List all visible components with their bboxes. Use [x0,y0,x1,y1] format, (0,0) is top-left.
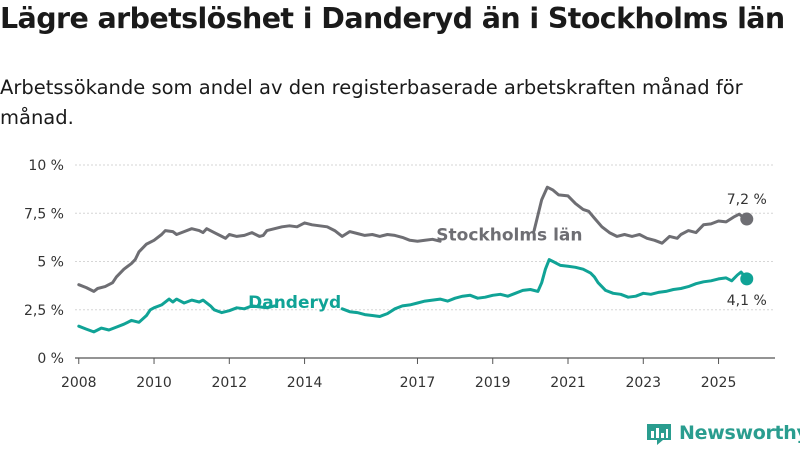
series-line-stockholms-l-n-a [77,221,442,293]
x-tick-label: 2012 [211,375,247,391]
x-tick-label: 2019 [475,375,511,391]
y-tick-label: 2,5 % [24,303,64,319]
chart-labels: Stockholms län 7,2 % Danderyd 4,1 % [248,192,767,313]
y-tick-label: 0 % [37,351,64,367]
page-title: Lägre arbetslöshet i Danderyd än i Stock… [0,2,785,35]
series-line-danderyd-a [77,297,276,334]
end-point-stockholms-l-n [740,212,754,226]
series-label-danderyd: Danderyd [248,293,341,313]
chart-series [77,185,754,334]
y-axis-ticks: 0 % 2,5 % 5 % 7,5 % 10 % [24,158,64,367]
newsworthy-brand: Newsworthy [645,420,800,446]
y-tick-label: 10 % [28,158,64,174]
x-tick-label: 2021 [550,375,586,391]
x-tick-label: 2025 [701,375,737,391]
x-tick-label: 2017 [400,375,436,391]
chart-grid [75,164,775,359]
y-tick-label: 7,5 % [24,206,64,222]
x-axis-ticks: 2008 2010 2012 2014 2017 2019 2021 2023 2025 [61,358,736,391]
series-label-stockholms-l-n: Stockholms län [436,225,582,245]
end-label-stockholms-l-n: 7,2 % [727,192,767,208]
x-tick-label: 2008 [61,375,97,391]
newsworthy-logo-icon [647,424,671,445]
end-point-danderyd [740,272,754,286]
page-subtitle: Arbetssökande som andel av den registerb… [0,76,743,129]
x-tick-label: 2014 [287,375,323,391]
series-line-stockholms-l-n-b [532,185,749,245]
x-tick-label: 2010 [136,375,172,391]
series-line-danderyd-b [340,258,749,318]
brand-name: Newsworthy [679,422,800,444]
end-label-danderyd: 4,1 % [727,293,767,309]
x-tick-label: 2023 [625,375,661,391]
y-tick-label: 5 % [37,255,64,271]
